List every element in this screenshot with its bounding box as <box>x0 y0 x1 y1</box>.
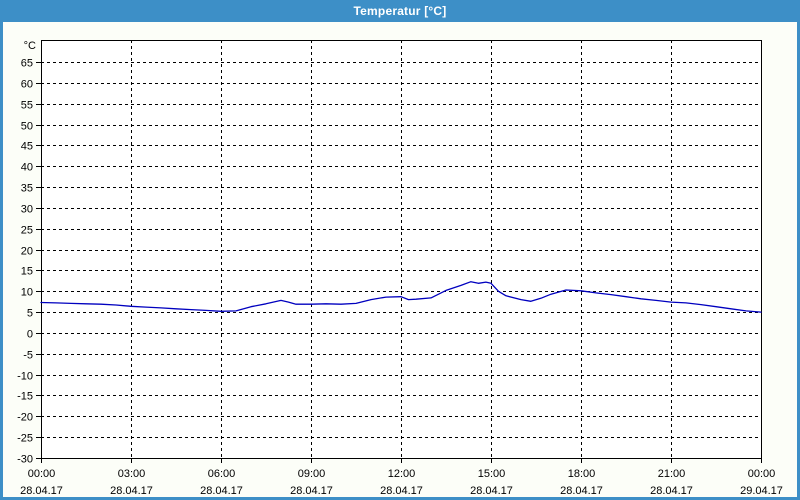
y-tick-label: 0 <box>27 329 33 341</box>
y-tick-label: 65 <box>21 58 33 70</box>
window-title: Temperatur [°C] <box>353 4 447 18</box>
y-tick-label: 45 <box>21 141 33 153</box>
window-titlebar: Temperatur [°C] <box>0 0 800 22</box>
x-tick-time-label: 06:00 <box>208 468 236 480</box>
x-tick-date-label: 28.04.17 <box>560 485 603 497</box>
series-line-temperatur <box>40 281 762 313</box>
y-tick-label: -25 <box>17 433 33 445</box>
y-tick-label: 15 <box>21 266 33 278</box>
x-tick-time-label: 15:00 <box>478 468 506 480</box>
y-axis: 65605550454035302520151050-5-10-15-20-25… <box>17 40 41 466</box>
x-axis: 00:00 28.04.17 03:00 28.04.17 06:00 28.04.17 0… <box>20 458 783 497</box>
x-tick-date-label: 28.04.17 <box>650 485 693 497</box>
x-tick-date-label: 28.04.17 <box>110 485 153 497</box>
x-tick-date-label: 28.04.17 <box>380 485 423 497</box>
x-tick-time-label: 09:00 <box>298 468 326 480</box>
x-tick-time-label: 21:00 <box>658 468 686 480</box>
y-tick-label: -30 <box>17 454 33 466</box>
x-tick-time-label: 12:00 <box>388 468 416 480</box>
y-tick-label: -10 <box>17 371 33 383</box>
y-tick-label: 10 <box>21 287 33 299</box>
y-tick-label: -20 <box>17 412 33 424</box>
y-tick-label: 5 <box>27 308 33 320</box>
gridlines <box>41 40 761 458</box>
x-tick-date-label: 29.04.17 <box>740 485 783 497</box>
chart-content: 65 60 55 50 45 40 35 30 25 20 15 10 5 0 -5 -10 -15 -20 -25… <box>3 22 797 497</box>
y-tick-label: 30 <box>21 204 33 216</box>
y-tick-label: -15 <box>17 391 33 403</box>
y-tick-label: 20 <box>21 246 33 258</box>
x-tick-time-label: 00:00 <box>28 468 56 480</box>
y-tick-label: 25 <box>21 225 33 237</box>
x-tick-time-label: 18:00 <box>568 468 596 480</box>
x-tick-date-label: 28.04.17 <box>290 485 333 497</box>
temperature-chart: 65605550454035302520151050-5-10-15-20-25… <box>17 40 783 497</box>
x-tick-date-label: 28.04.17 <box>470 485 513 497</box>
x-tick-date-label: 28.04.17 <box>20 485 63 497</box>
y-tick-label: 35 <box>21 183 33 195</box>
y-tick-label: 50 <box>21 121 33 133</box>
x-tick-date-label: 28.04.17 <box>200 485 243 497</box>
y-tick-label: 40 <box>21 162 33 174</box>
y-tick-label: 55 <box>21 100 33 112</box>
x-tick-time-label: 03:00 <box>118 468 146 480</box>
y-tick-label: -5 <box>23 350 33 362</box>
x-tick-time-label: 00:00 <box>748 468 776 480</box>
y-tick-label: 60 <box>21 79 33 91</box>
y-axis-unit-label: °C <box>24 40 36 52</box>
